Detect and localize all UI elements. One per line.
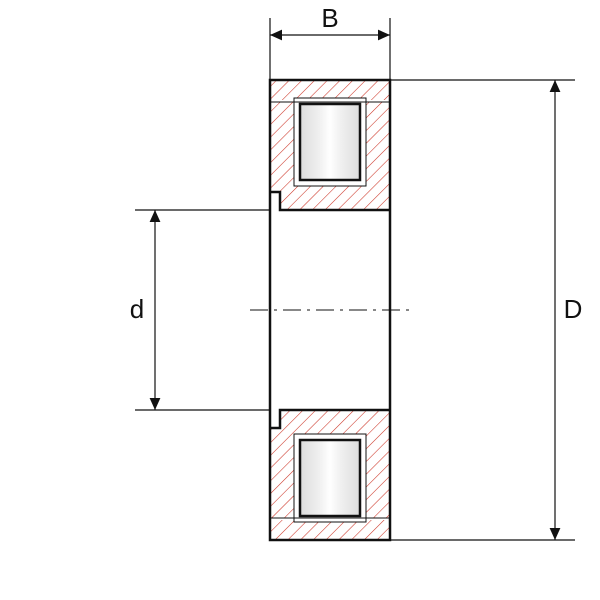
roller (300, 440, 360, 516)
dimension-D-label: D (564, 294, 583, 324)
roller (300, 104, 360, 180)
dimension-d-label: d (130, 294, 144, 324)
dimension-B-label: B (321, 3, 338, 33)
